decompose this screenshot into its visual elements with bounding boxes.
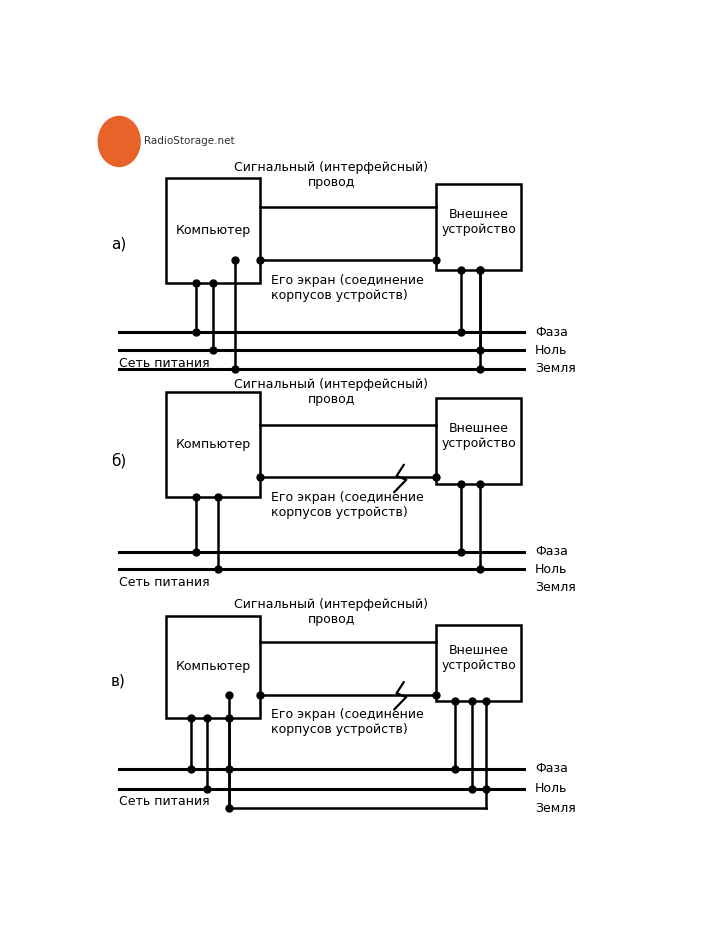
Text: Ноль: Ноль <box>535 782 567 795</box>
Text: RadioStorage.net: RadioStorage.net <box>144 136 235 146</box>
Text: Его экран (соединение
корпусов устройств): Его экран (соединение корпусов устройств… <box>271 708 424 736</box>
Text: Сеть питания: Сеть питания <box>119 357 210 370</box>
Text: Фаза: Фаза <box>535 545 568 558</box>
Text: Внешнее
устройство: Внешнее устройство <box>442 208 516 236</box>
Text: Сеть питания: Сеть питания <box>119 576 210 589</box>
Bar <box>166 178 260 283</box>
Text: Компьютер: Компьютер <box>176 438 250 451</box>
Text: Сигнальный (интерфейсный)
провод: Сигнальный (интерфейсный) провод <box>235 161 428 189</box>
Circle shape <box>98 116 140 167</box>
Text: Сеть питания: Сеть питания <box>119 795 210 808</box>
Bar <box>166 615 260 718</box>
Text: в): в) <box>111 674 126 689</box>
Bar <box>436 185 521 270</box>
Text: Ноль: Ноль <box>535 344 567 357</box>
Text: Его экран (соединение
корпусов устройств): Его экран (соединение корпусов устройств… <box>271 274 424 302</box>
Text: Фаза: Фаза <box>535 762 568 775</box>
Text: а): а) <box>111 236 126 251</box>
Text: Сигнальный (интерфейсный)
провод: Сигнальный (интерфейсный) провод <box>235 378 428 406</box>
Text: б): б) <box>111 453 126 469</box>
Text: Земля: Земля <box>535 802 576 815</box>
Bar <box>436 625 521 701</box>
Text: Внешнее
устройство: Внешнее устройство <box>442 644 516 672</box>
Text: Его экран (соединение
корпусов устройств): Его экран (соединение корпусов устройств… <box>271 491 424 519</box>
Text: Компьютер: Компьютер <box>176 660 250 673</box>
Text: Земля: Земля <box>535 363 576 375</box>
Text: Компьютер: Компьютер <box>176 224 250 237</box>
Text: Фаза: Фаза <box>535 326 568 339</box>
Text: Земля: Земля <box>535 581 576 594</box>
Bar <box>166 391 260 497</box>
Text: Ноль: Ноль <box>535 563 567 576</box>
Bar <box>436 398 521 484</box>
Text: Сигнальный (интерфейсный)
провод: Сигнальный (интерфейсный) провод <box>235 597 428 625</box>
Text: Внешнее
устройство: Внешнее устройство <box>442 422 516 450</box>
